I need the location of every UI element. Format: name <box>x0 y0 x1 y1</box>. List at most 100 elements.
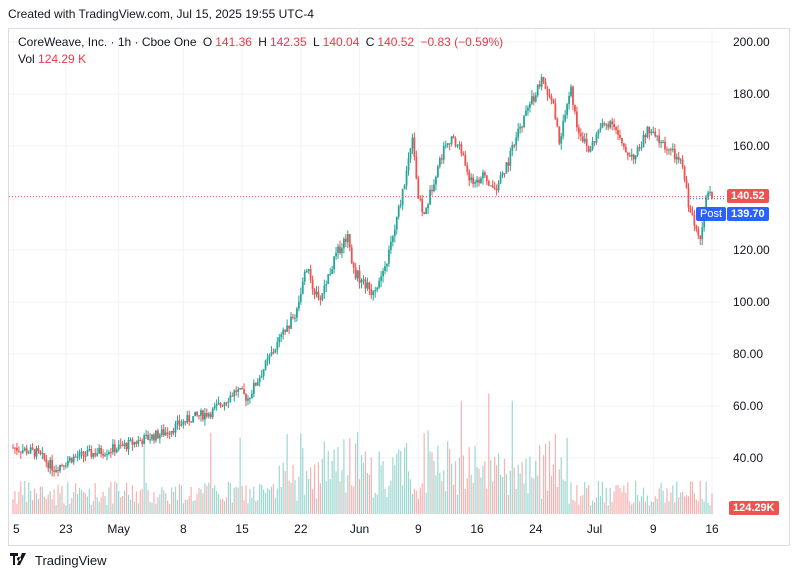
candle-body <box>205 412 208 417</box>
volume-bar <box>241 486 243 514</box>
volume-bar <box>576 485 578 514</box>
candle-body <box>376 287 379 291</box>
volume-bar <box>298 476 300 514</box>
candle-body <box>178 420 181 426</box>
volume-bar <box>687 496 690 514</box>
volume-bar <box>636 494 639 514</box>
legend-vol-label[interactable]: Vol <box>18 52 35 66</box>
volume-bar <box>219 499 222 514</box>
volume-bar <box>519 473 521 514</box>
volume-bar <box>435 475 437 514</box>
volume-bar <box>53 489 55 514</box>
candle-body <box>403 185 406 189</box>
candle-body <box>348 234 351 248</box>
volume-bar <box>153 492 155 514</box>
candle-body <box>652 131 655 133</box>
candle-body <box>192 416 195 423</box>
volume-bar <box>368 474 370 514</box>
volume-bar <box>425 492 427 514</box>
candle-body <box>487 181 490 186</box>
volume-bar <box>370 457 372 514</box>
candle-body <box>362 279 365 281</box>
volume-bar <box>537 475 539 514</box>
volume-bar <box>662 490 664 514</box>
candle-body <box>225 402 228 404</box>
candle-body <box>433 184 435 192</box>
candle-body <box>292 316 294 318</box>
volume-bar <box>61 485 63 514</box>
volume-bar <box>26 501 28 514</box>
volume-bar <box>276 488 278 514</box>
volume-bar <box>157 497 159 514</box>
candle-body <box>632 154 635 160</box>
candle-body <box>215 404 218 407</box>
volume-bar <box>69 503 71 514</box>
volume-bar <box>456 494 459 514</box>
volume-bar <box>22 495 24 514</box>
volume-bar <box>431 452 433 514</box>
volume-bar <box>37 499 40 514</box>
volume-bar <box>582 495 584 514</box>
candle-body <box>489 185 492 187</box>
candle-body <box>417 178 420 199</box>
y-tick-label: 40.00 <box>733 451 763 465</box>
candle-body <box>521 126 523 128</box>
footer-brand[interactable]: TradingView <box>35 553 107 568</box>
candle-body <box>384 266 386 271</box>
volume-bar <box>202 493 204 514</box>
legend-symbol[interactable]: CoreWeave, Inc. · 1h · Cboe One <box>18 35 197 49</box>
x-tick-label: 5 <box>13 522 20 536</box>
candle-body <box>525 110 527 116</box>
volume-bar <box>131 485 134 514</box>
volume-bar <box>186 499 188 514</box>
volume-bar <box>543 455 545 514</box>
candle-body <box>540 77 543 87</box>
x-tick-label: 9 <box>415 522 422 536</box>
volume-bar <box>590 505 592 514</box>
candle-body <box>476 179 478 183</box>
candle-body <box>574 105 576 112</box>
candle-body <box>331 269 334 275</box>
candle-body <box>174 423 177 433</box>
volume-bar <box>120 497 122 514</box>
candle-body <box>427 204 429 209</box>
candle-body <box>211 408 214 418</box>
created-with-text: Created with TradingView.com, Jul 15, 20… <box>8 7 314 21</box>
candle-body <box>431 189 433 192</box>
candle-body <box>227 401 230 403</box>
volume-bar <box>484 461 486 514</box>
candle-body <box>96 453 99 456</box>
volume-bar <box>229 482 231 514</box>
x-tick-label: Jun <box>350 522 369 536</box>
volume-bar <box>450 463 453 514</box>
volume-bar <box>170 487 173 514</box>
candle-body <box>309 268 312 280</box>
candle-body <box>425 208 428 214</box>
candle-body <box>233 390 236 397</box>
candle-body <box>605 124 608 126</box>
volume-bar <box>65 505 67 514</box>
candle-body <box>607 124 610 128</box>
candle-body <box>49 459 52 469</box>
candle-body <box>342 238 345 249</box>
volume-bar <box>568 503 570 514</box>
volume-bar <box>699 480 701 514</box>
volume-bar <box>439 472 441 514</box>
candle-body <box>609 121 612 128</box>
candle-body <box>393 229 396 237</box>
volume-bar <box>462 455 464 514</box>
volume-bar <box>615 485 617 514</box>
volume-bar <box>33 488 36 514</box>
volume-bar <box>73 492 75 514</box>
volume-bar <box>515 489 517 514</box>
volume-bar <box>206 485 208 514</box>
candle-body <box>80 451 83 453</box>
volume-bar <box>325 481 327 514</box>
volume-bar <box>264 492 267 514</box>
candle-body <box>444 145 447 147</box>
volume-bar <box>145 482 147 514</box>
candle-body <box>276 342 279 350</box>
candle-body <box>711 191 713 199</box>
volume-bar <box>286 434 288 514</box>
